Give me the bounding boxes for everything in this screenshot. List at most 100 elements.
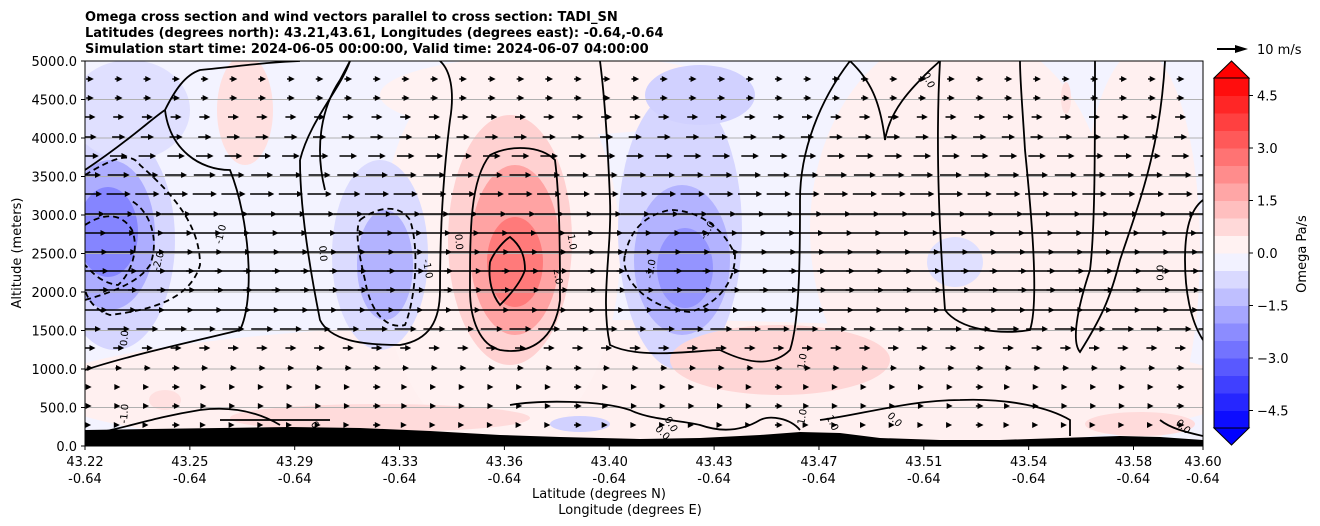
- wind-vector: [746, 95, 754, 101]
- wind-vector: [287, 76, 295, 82]
- wind-vector: [975, 365, 984, 371]
- wind-vector: [229, 403, 236, 409]
- wind-vector: [829, 134, 843, 140]
- wind-vector: [773, 114, 785, 120]
- wind-vector: [574, 365, 582, 371]
- wind-vector: [192, 191, 217, 197]
- colorbar-tick-label: −1.5: [1257, 300, 1289, 315]
- wind-vector: [574, 422, 582, 428]
- wind-vector: [889, 76, 898, 82]
- y-tick-label: 2000.0: [32, 286, 78, 301]
- wind-vector: [315, 76, 324, 82]
- colorbar-segment: [1214, 323, 1249, 341]
- wind-vector: [1060, 422, 1067, 428]
- wind-vector: [366, 326, 388, 332]
- wind-vector: [114, 384, 121, 390]
- wind-vector: [946, 384, 953, 390]
- wind-vector: [1140, 326, 1163, 332]
- wind-vector: [597, 153, 616, 159]
- wind-vector: [821, 211, 852, 217]
- wind-vector: [792, 211, 823, 217]
- colorbar-tick-label: −3.0: [1257, 352, 1289, 367]
- wind-vector: [487, 403, 494, 409]
- wind-vector: [172, 95, 180, 101]
- wind-vector: [601, 114, 613, 120]
- wind-vector: [452, 172, 475, 178]
- wind-vector: [287, 95, 295, 101]
- wind-vector: [1169, 172, 1192, 178]
- wind-vector: [257, 403, 264, 409]
- wind-vector: [538, 172, 561, 178]
- wind-vector: [343, 384, 350, 390]
- wind-vector: [1139, 191, 1164, 197]
- wind-vector: [1004, 403, 1011, 409]
- wind-vector: [918, 95, 927, 101]
- fill-negative-near-surface: [550, 416, 610, 432]
- wind-vector: [459, 76, 467, 82]
- wind-vector: [1089, 114, 1100, 120]
- wind-vector: [1119, 76, 1128, 82]
- wind-vector: [940, 172, 962, 178]
- wind-vector: [342, 345, 354, 351]
- wind-vector: [314, 345, 326, 351]
- wind-vector: [114, 76, 123, 82]
- wind-vector: [916, 345, 928, 351]
- wind-vector: [1174, 134, 1188, 140]
- wind-vector: [400, 345, 412, 351]
- wind-vector: [975, 403, 984, 409]
- wind-vector: [967, 191, 992, 197]
- wind-vector: [483, 153, 501, 159]
- wind-vector: [544, 403, 551, 409]
- contour-surface-contour-4: [819, 398, 1071, 436]
- fill-positive-upper-left: [217, 61, 273, 165]
- wind-vector: [199, 422, 206, 428]
- wind-vector: [339, 153, 358, 159]
- wind-vector: [287, 365, 295, 371]
- wind-vector: [1003, 422, 1010, 428]
- wind-vector: [715, 114, 727, 120]
- wind-vector: [1147, 384, 1154, 390]
- wind-vector: [745, 422, 752, 428]
- wind-vector: [601, 345, 613, 351]
- wind-vector: [1119, 95, 1128, 101]
- wind-vector: [505, 211, 536, 217]
- wind-vector: [516, 384, 523, 390]
- wind-vector: [170, 114, 182, 120]
- wind-vector: [1176, 76, 1185, 82]
- wind-vector: [940, 326, 962, 332]
- wind-vector: [508, 191, 533, 197]
- x-axis-label-latitude: Latitude (degrees N): [532, 487, 666, 502]
- contour-minus-two-contour-left: [85, 215, 136, 286]
- wind-vector: [1117, 345, 1129, 351]
- wind-vector: [629, 114, 641, 120]
- wind-vector: [774, 76, 783, 82]
- wind-vector: [400, 114, 412, 120]
- wind-vector: [1004, 76, 1013, 82]
- wind-vector: [534, 211, 565, 217]
- wind-vector: [1033, 365, 1041, 371]
- x-tick-label-latitude: 43.47: [800, 455, 837, 470]
- wind-vector: [250, 191, 275, 197]
- wind-vector: [400, 422, 407, 428]
- wind-vector: [1204, 345, 1215, 351]
- wind-vector: [1146, 345, 1158, 351]
- wind-vector: [368, 153, 386, 159]
- wind-vector: [1175, 345, 1187, 351]
- wind-vector: [142, 422, 149, 428]
- wind-vector: [1145, 134, 1159, 140]
- wind-vector: [172, 384, 180, 390]
- wind-vector: [944, 134, 958, 140]
- wind-vector: [918, 76, 927, 82]
- wind-vector: [858, 134, 872, 140]
- x-tick-label-longitude: -0.64: [1186, 472, 1220, 487]
- wind-vector: [286, 422, 292, 428]
- wind-vector: [199, 345, 211, 351]
- colorbar-tick-label: 4.5: [1257, 90, 1278, 105]
- wind-vector: [566, 326, 589, 332]
- wind-vector: [565, 191, 590, 197]
- x-tick-label-longitude: -0.64: [907, 472, 941, 487]
- y-axis: 0.0 500.0 1000.0 1500.0 2000.0 2500.0 3000.0 35…: [32, 55, 85, 455]
- wind-vector: [1148, 365, 1156, 371]
- wind-vector: [373, 384, 381, 390]
- colorbar-segment: [1214, 130, 1249, 149]
